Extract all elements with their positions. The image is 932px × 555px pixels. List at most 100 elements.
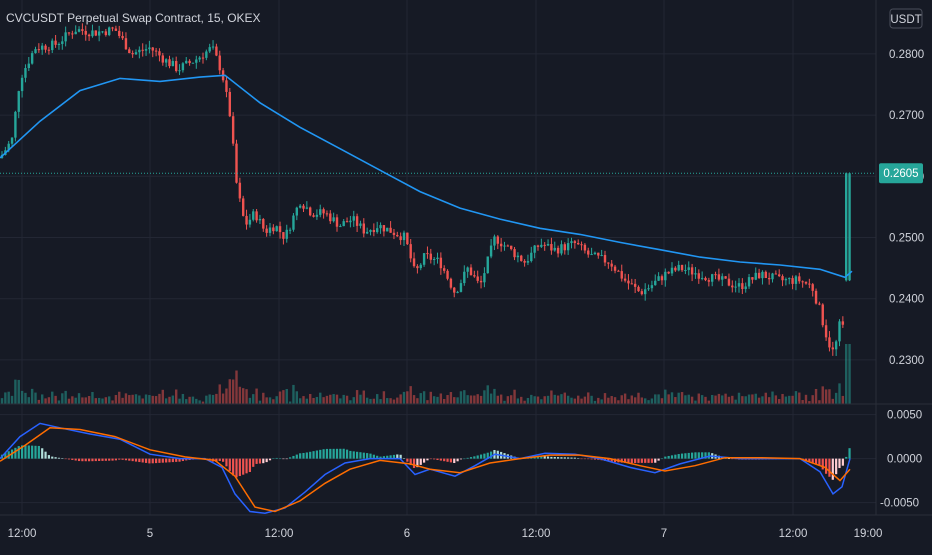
- candle-body[interactable]: [379, 225, 382, 229]
- currency-button[interactable]: USDT: [889, 8, 923, 29]
- candle-body[interactable]: [674, 267, 677, 271]
- candle-body[interactable]: [242, 198, 245, 216]
- candle-body[interactable]: [804, 281, 808, 284]
- candle-body[interactable]: [721, 276, 724, 280]
- candle-body[interactable]: [10, 137, 14, 144]
- candle-body[interactable]: [630, 283, 633, 285]
- candle-body[interactable]: [161, 55, 164, 63]
- candle-body[interactable]: [536, 245, 540, 247]
- candle-body[interactable]: [650, 285, 654, 289]
- candle-body[interactable]: [778, 274, 781, 277]
- candle-body[interactable]: [188, 60, 191, 64]
- candle-body[interactable]: [41, 45, 44, 50]
- candle-body[interactable]: [744, 286, 747, 290]
- candle-body[interactable]: [17, 91, 20, 112]
- candle-body[interactable]: [181, 63, 185, 71]
- candle-body[interactable]: [808, 283, 811, 285]
- candle-body[interactable]: [767, 278, 771, 280]
- candle-body[interactable]: [305, 207, 309, 209]
- candle-body[interactable]: [664, 271, 667, 281]
- candle-body[interactable]: [439, 257, 443, 269]
- candle-body[interactable]: [677, 264, 680, 271]
- candle-body[interactable]: [613, 266, 617, 271]
- candle-body[interactable]: [697, 273, 700, 279]
- candle-body[interactable]: [493, 236, 496, 246]
- candle-body[interactable]: [841, 321, 845, 325]
- candle-body[interactable]: [600, 255, 603, 257]
- candle-body[interactable]: [14, 111, 17, 138]
- candle-body[interactable]: [365, 231, 369, 234]
- candle-body[interactable]: [198, 57, 201, 60]
- candle-body[interactable]: [694, 273, 697, 275]
- candle-body[interactable]: [315, 214, 319, 217]
- candle-body[interactable]: [406, 232, 409, 245]
- candle-body[interactable]: [690, 267, 694, 275]
- candle-body[interactable]: [292, 215, 295, 230]
- candle-body[interactable]: [171, 61, 175, 67]
- candle-body[interactable]: [208, 47, 211, 52]
- candle-body[interactable]: [570, 241, 573, 244]
- candle-body[interactable]: [463, 271, 466, 284]
- candle-body[interactable]: [369, 229, 372, 232]
- candle-body[interactable]: [285, 229, 288, 239]
- candle-body[interactable]: [459, 283, 463, 292]
- candle-body[interactable]: [268, 227, 272, 233]
- candle-body[interactable]: [737, 283, 741, 287]
- candle-body[interactable]: [151, 47, 154, 51]
- candle-body[interactable]: [550, 244, 553, 251]
- candle-body[interactable]: [587, 250, 590, 255]
- candle-body[interactable]: [667, 271, 670, 274]
- candle-body[interactable]: [262, 219, 265, 229]
- candle-body[interactable]: [838, 321, 841, 342]
- candle-body[interactable]: [131, 53, 134, 55]
- candle-body[interactable]: [77, 29, 81, 32]
- candle-body[interactable]: [101, 31, 104, 33]
- candle-body[interactable]: [355, 216, 359, 226]
- candle-body[interactable]: [469, 267, 473, 276]
- candle-body[interactable]: [164, 59, 168, 63]
- candle-body[interactable]: [302, 205, 305, 209]
- candle-body[interactable]: [473, 275, 476, 277]
- candle-body[interactable]: [741, 283, 744, 290]
- candle-body[interactable]: [339, 226, 342, 228]
- candle-body[interactable]: [644, 289, 647, 295]
- candle-body[interactable]: [684, 269, 687, 271]
- candle-body[interactable]: [627, 280, 630, 284]
- candle-body[interactable]: [573, 241, 577, 244]
- candle-body[interactable]: [566, 243, 570, 251]
- candle-body[interactable]: [432, 258, 436, 260]
- candle-body[interactable]: [218, 55, 221, 71]
- candle-body[interactable]: [312, 215, 315, 217]
- candle-body[interactable]: [707, 280, 711, 282]
- candle-body[interactable]: [520, 255, 523, 261]
- candle-body[interactable]: [258, 219, 262, 221]
- candle-body[interactable]: [788, 278, 791, 280]
- candle-body[interactable]: [831, 347, 834, 350]
- candle-body[interactable]: [660, 276, 664, 281]
- candle-body[interactable]: [61, 41, 64, 44]
- candle-body[interactable]: [295, 207, 298, 216]
- candle-body[interactable]: [359, 223, 362, 226]
- candle-body[interactable]: [771, 273, 774, 280]
- candle-body[interactable]: [848, 173, 851, 281]
- candle-body[interactable]: [610, 263, 613, 267]
- candle-body[interactable]: [412, 258, 416, 267]
- candle-body[interactable]: [426, 253, 429, 255]
- currency-button-label[interactable]: USDT: [890, 14, 921, 26]
- candle-body[interactable]: [91, 30, 94, 37]
- candle-body[interactable]: [456, 291, 459, 293]
- candle-body[interactable]: [144, 49, 148, 51]
- candle-body[interactable]: [416, 266, 419, 269]
- candle-body[interactable]: [714, 274, 717, 276]
- candle-body[interactable]: [727, 278, 731, 286]
- candle-body[interactable]: [309, 207, 312, 216]
- candle-body[interactable]: [811, 284, 814, 291]
- candle-body[interactable]: [205, 51, 208, 58]
- candle-body[interactable]: [764, 271, 767, 279]
- candle-body[interactable]: [734, 286, 737, 288]
- candle-body[interactable]: [784, 279, 788, 281]
- candle-body[interactable]: [781, 276, 784, 281]
- candle-body[interactable]: [275, 226, 278, 232]
- candle-body[interactable]: [158, 51, 161, 56]
